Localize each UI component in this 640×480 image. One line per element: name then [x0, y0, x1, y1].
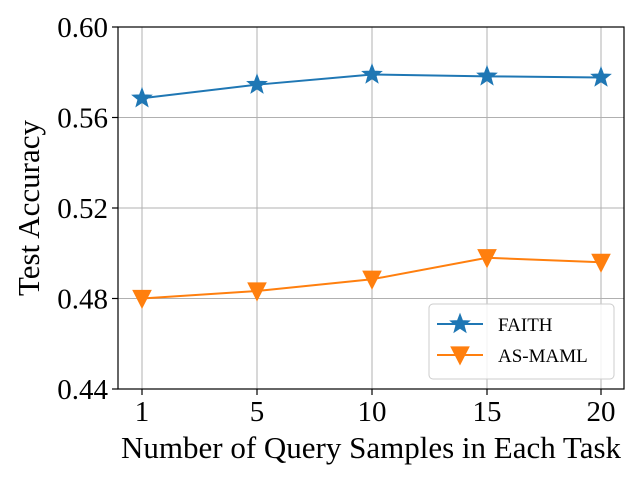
data-point-as-maml	[132, 289, 152, 310]
data-point-as-maml	[247, 282, 267, 302]
data-point-faith	[476, 64, 498, 86]
data-point-as-maml	[591, 253, 611, 273]
legend-marker-shape-faith	[449, 312, 471, 334]
y-tick-label: 0.60	[57, 12, 108, 44]
legend: FAITH AS-MAML	[428, 303, 615, 380]
data-point-faith	[590, 66, 612, 87]
y-tick-label: 0.48	[57, 284, 108, 316]
y-axis-label: Test Accuracy	[11, 120, 46, 296]
series-faith	[131, 63, 612, 108]
series-as-maml	[132, 249, 611, 310]
y-axis: 0.44 0.48 0.52 0.56 0.60	[57, 12, 118, 406]
x-tick-label: 10	[358, 396, 387, 428]
x-axis-label: Number of Query Samples in Each Task	[121, 430, 622, 465]
legend-frame	[428, 303, 615, 380]
legend-label-as-maml: AS-MAML	[498, 346, 588, 367]
x-tick-label: 1	[135, 396, 150, 428]
legend-label-faith: FAITH	[498, 315, 553, 336]
series-layer	[131, 63, 612, 310]
data-point-as-maml	[477, 249, 497, 269]
x-tick-label: 5	[250, 396, 265, 428]
data-point-faith	[361, 63, 383, 84]
y-tick-label: 0.44	[57, 374, 108, 406]
data-point-faith	[246, 73, 268, 94]
data-point-faith	[131, 86, 153, 108]
x-tick-label: 15	[473, 396, 502, 428]
y-tick-label: 0.56	[57, 103, 108, 135]
x-axis: 1 5 10 15 20	[135, 389, 616, 428]
legend-marker-faith	[449, 312, 471, 334]
legend-marker-as-maml	[450, 346, 470, 366]
legend-marker-shape-as-maml	[450, 346, 470, 366]
data-point-as-maml	[362, 270, 382, 290]
x-tick-label: 20	[587, 396, 616, 428]
y-tick-label: 0.52	[57, 193, 108, 225]
